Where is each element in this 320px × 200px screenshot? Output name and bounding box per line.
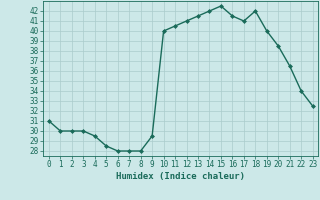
X-axis label: Humidex (Indice chaleur): Humidex (Indice chaleur)	[116, 172, 245, 181]
